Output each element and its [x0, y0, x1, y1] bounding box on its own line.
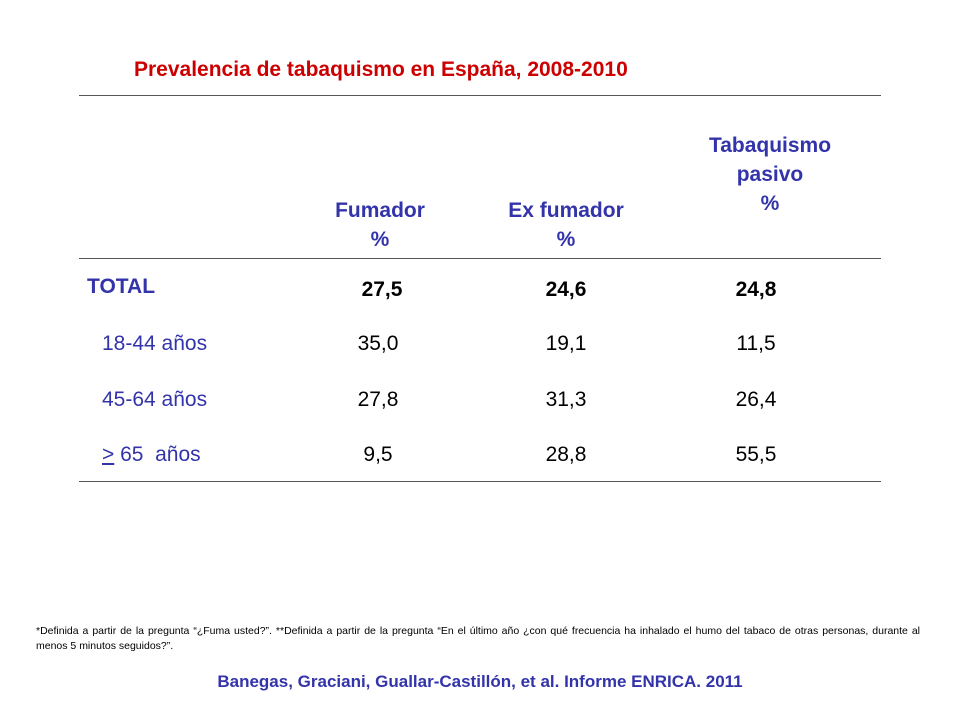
row-label-65-plus-text: 65 años: [114, 443, 201, 466]
slide-title: Prevalencia de tabaquismo en España, 200…: [134, 58, 628, 81]
cell-45-64-ex-fumador: 31,3: [545, 388, 587, 411]
header-pasivo-label: pasivo: [736, 163, 804, 186]
header-tabaquismo-label: Tabaquismo: [708, 134, 832, 157]
header-ex-fumador-label: Ex fumador: [508, 199, 624, 222]
row-label-total: TOTAL: [87, 275, 156, 298]
row-label-45-64: 45-64 años: [102, 388, 208, 411]
cell-18-44-pasivo: 11,5: [736, 332, 776, 355]
header-tabaquismo-unit: %: [760, 192, 780, 215]
header-ex-fumador-unit: %: [556, 228, 576, 251]
cell-65-plus-fumador: 9,5: [363, 443, 393, 466]
cell-18-44-fumador: 35,0: [357, 332, 399, 355]
cell-65-plus-pasivo: 55,5: [735, 443, 777, 466]
header-fumador-label: Fumador: [335, 199, 425, 222]
row-label-18-44: 18-44 años: [102, 332, 208, 355]
row-label-65-plus: > 65 años: [102, 443, 201, 467]
cell-total-ex-fumador: 24,6: [545, 278, 587, 301]
cell-total-pasivo: 24,8: [735, 278, 777, 301]
table-top-rule: [79, 95, 881, 96]
greater-or-equal-symbol: >: [102, 443, 115, 466]
header-tabaquismo-pasivo: Tabaquismo pasivo %: [680, 131, 860, 218]
footnote: *Definida a partir de la pregunta “¿Fuma…: [36, 625, 920, 652]
cell-65-plus-ex-fumador: 28,8: [545, 443, 587, 466]
header-fumador: Fumador %: [310, 196, 450, 254]
cell-18-44-ex-fumador: 19,1: [545, 332, 587, 355]
cell-45-64-pasivo: 26,4: [735, 388, 777, 411]
header-rule: [79, 258, 881, 259]
cell-total-fumador: 27,5: [361, 278, 403, 301]
cell-45-64-fumador: 27,8: [357, 388, 399, 411]
header-ex-fumador: Ex fumador %: [486, 196, 646, 254]
citation: Banegas, Graciani, Guallar-Castillón, et…: [217, 672, 743, 691]
table-bottom-rule: [79, 481, 881, 482]
header-fumador-unit: %: [370, 228, 390, 251]
